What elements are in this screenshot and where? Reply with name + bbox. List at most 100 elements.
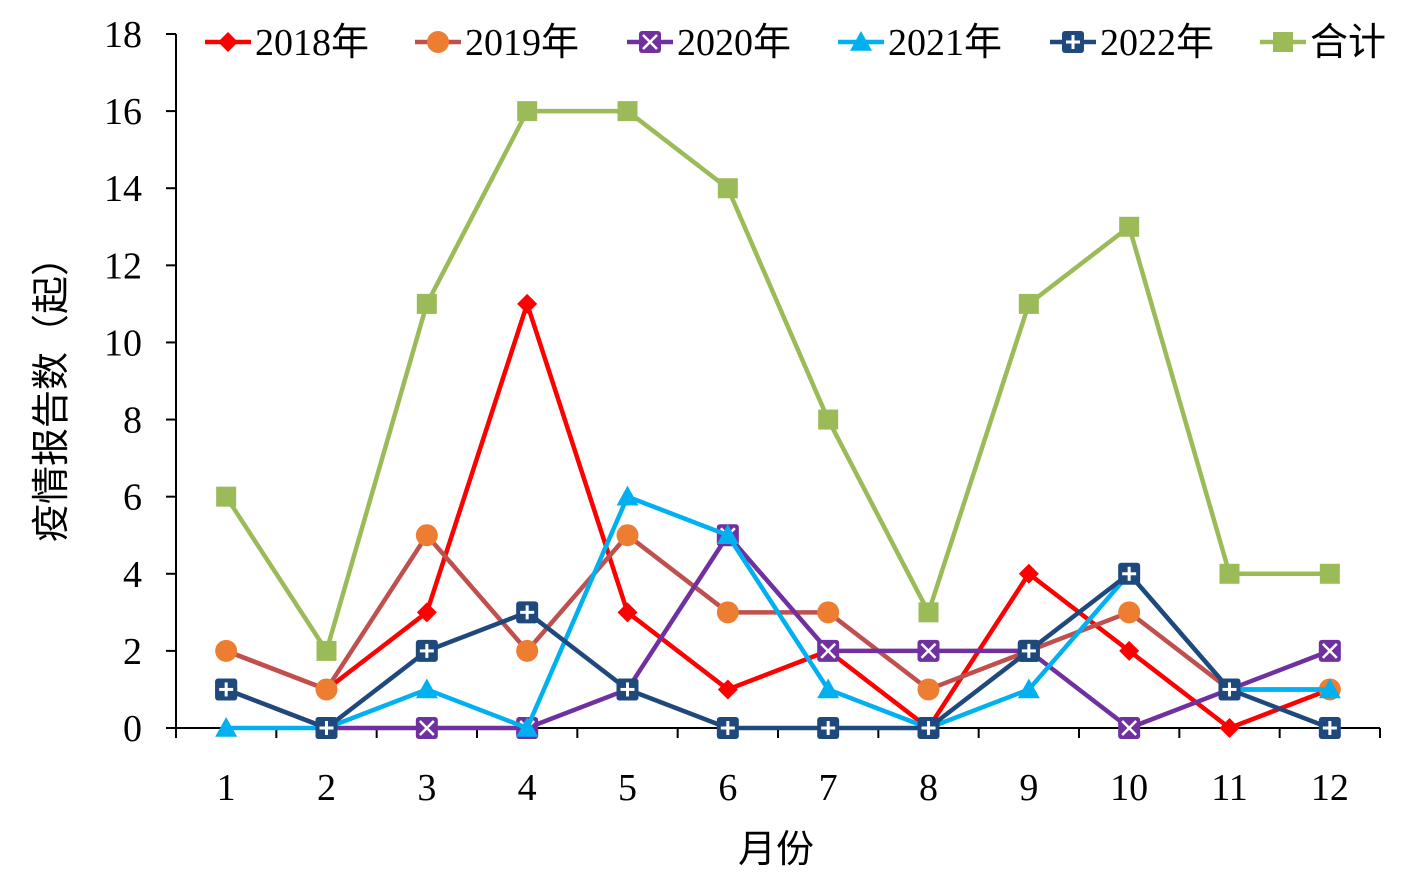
x-tick-label: 4 xyxy=(518,767,537,809)
legend-item: 2020年 xyxy=(627,22,791,64)
diamond-marker-shape xyxy=(717,679,738,700)
data-point xyxy=(1318,717,1341,739)
data-point xyxy=(817,601,840,624)
triangle-marker-shape xyxy=(850,31,872,51)
data-point xyxy=(1318,639,1341,662)
legend-marker xyxy=(218,32,238,52)
series-line xyxy=(225,571,1331,731)
series-6 xyxy=(216,101,1340,661)
y-tick-label: 2 xyxy=(123,631,142,673)
data-point xyxy=(215,717,238,737)
y-tick-label: 6 xyxy=(123,477,142,519)
circle-marker-shape xyxy=(415,524,438,547)
square-marker-shape xyxy=(617,101,638,122)
data-point xyxy=(316,640,337,661)
square-marker-shape xyxy=(1273,32,1293,52)
diamond-marker-shape xyxy=(1018,563,1039,584)
data-point xyxy=(917,678,940,701)
y-tick-label: 8 xyxy=(123,400,142,442)
data-point xyxy=(415,678,438,699)
triangle-marker-shape xyxy=(415,678,438,699)
data-point xyxy=(1118,562,1141,585)
data-point xyxy=(416,602,437,623)
x-tick-label: 5 xyxy=(618,767,637,809)
triangle-marker-shape xyxy=(716,524,739,545)
data-point xyxy=(516,601,539,624)
legend-item: 2018年 xyxy=(205,22,369,64)
legend-marker xyxy=(850,31,872,51)
circle-marker-shape xyxy=(215,639,238,662)
data-point xyxy=(416,293,437,314)
data-point xyxy=(616,485,639,506)
y-tick-label: 14 xyxy=(104,168,142,210)
x-tick-label: 2 xyxy=(317,767,336,809)
square-marker-shape xyxy=(918,602,939,623)
data-point xyxy=(315,678,338,701)
data-point xyxy=(1118,717,1141,739)
legend-marker xyxy=(1273,32,1293,52)
data-point xyxy=(315,717,338,739)
x-tick-label: 8 xyxy=(919,767,938,809)
circle-marker-shape xyxy=(516,639,539,662)
data-point xyxy=(1118,601,1141,624)
triangle-marker-shape xyxy=(817,678,840,699)
data-point xyxy=(1018,293,1039,314)
legend-label: 2018年 xyxy=(255,22,369,64)
series-group xyxy=(215,101,1341,739)
x-tick-label: 10 xyxy=(1110,767,1148,809)
triangle-marker-shape xyxy=(616,485,639,506)
square-marker-shape xyxy=(1219,563,1240,584)
square-marker-shape xyxy=(1119,216,1140,237)
legend-label: 2020年 xyxy=(677,22,791,64)
data-point xyxy=(716,524,739,545)
data-point xyxy=(717,679,738,700)
data-point xyxy=(1219,718,1240,738)
data-point xyxy=(516,639,539,662)
x-tick-label: 6 xyxy=(718,767,737,809)
data-point xyxy=(918,602,939,623)
legend-marker xyxy=(427,31,449,53)
circle-marker-shape xyxy=(616,524,639,547)
diamond-marker-shape xyxy=(517,293,538,314)
data-point xyxy=(1319,563,1340,584)
y-tick-label: 12 xyxy=(104,245,142,287)
circle-marker-shape xyxy=(917,678,940,701)
square-marker-shape xyxy=(818,409,839,430)
legend-label: 2021年 xyxy=(888,22,1002,64)
x-square-marker-cross xyxy=(418,720,435,736)
series-4 xyxy=(215,485,1341,737)
data-point xyxy=(817,639,840,662)
x-tick-label: 11 xyxy=(1211,767,1248,809)
triangle-marker-shape xyxy=(1017,678,1040,699)
data-point xyxy=(1318,678,1341,699)
data-point xyxy=(717,178,738,199)
data-point xyxy=(215,639,238,662)
circle-marker-shape xyxy=(817,601,840,624)
data-point xyxy=(716,601,739,624)
legend-item: 2022年 xyxy=(1050,22,1214,64)
square-marker-shape xyxy=(1319,563,1340,584)
diamond-marker-shape xyxy=(218,32,238,52)
y-tick-label: 10 xyxy=(104,322,142,364)
data-point xyxy=(616,524,639,547)
y-tick-label: 4 xyxy=(123,554,142,596)
x-tick-label: 9 xyxy=(1019,767,1038,809)
diamond-marker-shape xyxy=(617,602,638,623)
legend-item: 合计 xyxy=(1260,22,1386,64)
data-point xyxy=(415,639,438,662)
data-point xyxy=(1218,678,1241,701)
x-tick-label: 12 xyxy=(1311,767,1349,809)
y-tick-label: 18 xyxy=(104,14,142,56)
x-tick-label: 1 xyxy=(217,767,236,809)
x-square-marker-cross xyxy=(1321,643,1338,659)
data-point xyxy=(415,717,438,739)
y-tick-label: 0 xyxy=(123,708,142,750)
circle-marker-shape xyxy=(315,678,338,701)
data-point xyxy=(1018,563,1039,584)
legend-item: 2021年 xyxy=(838,22,1002,64)
square-marker-shape xyxy=(416,293,437,314)
data-point xyxy=(817,717,840,739)
